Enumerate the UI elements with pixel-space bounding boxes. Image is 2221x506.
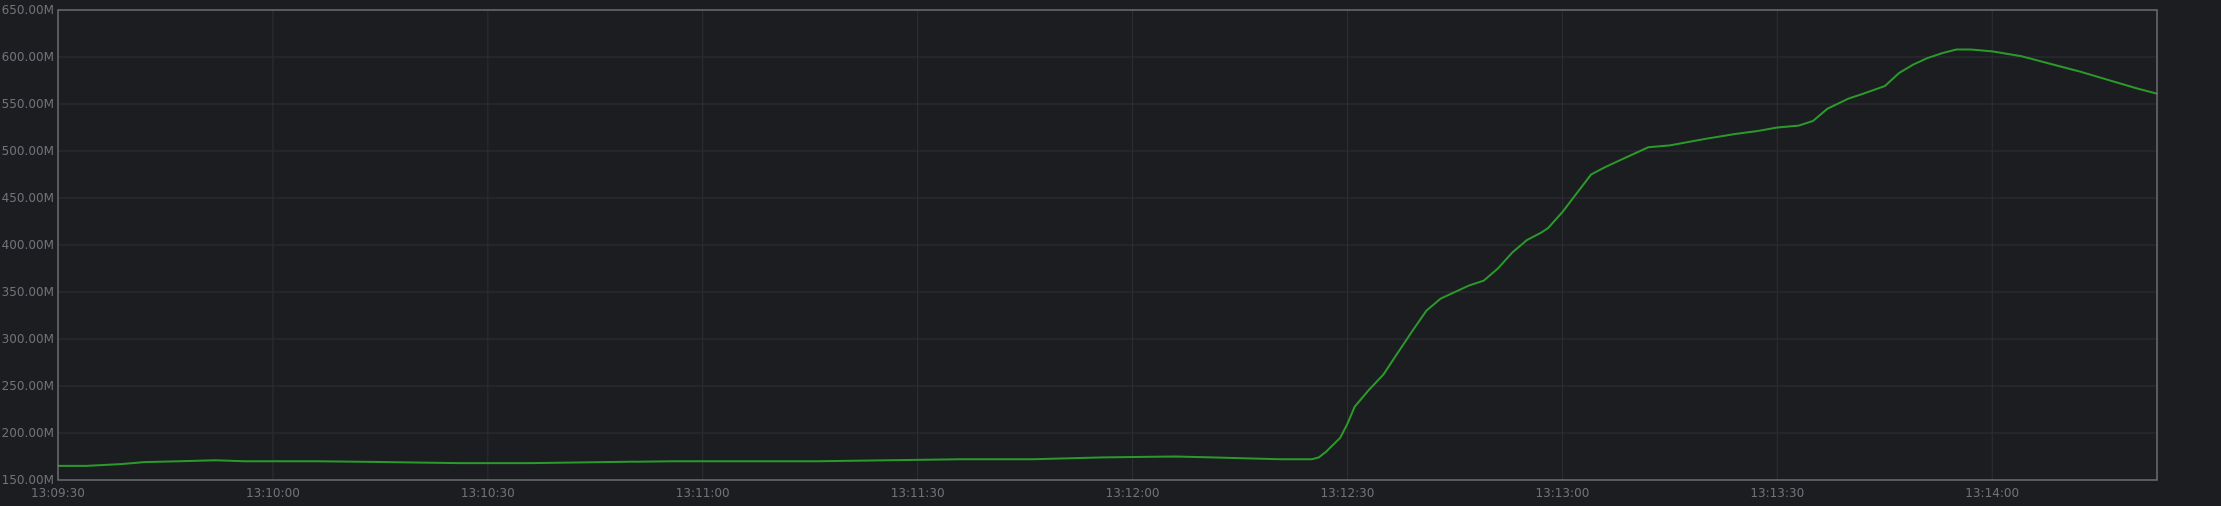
- x-tick-label: 13:10:30: [461, 486, 515, 500]
- x-tick-label: 13:13:30: [1750, 486, 1804, 500]
- x-tick-label: 13:12:30: [1321, 486, 1375, 500]
- y-tick-label: 400.00M: [2, 238, 54, 252]
- y-tick-label: 600.00M: [2, 50, 54, 64]
- y-tick-label: 350.00M: [2, 285, 54, 299]
- y-tick-label: 200.00M: [2, 426, 54, 440]
- series-layer: [57, 48, 2158, 467]
- y-tick-label: 650.00M: [2, 3, 54, 17]
- series-line: [57, 48, 2158, 467]
- y-tick-label: 300.00M: [2, 332, 54, 346]
- y-tick-label: 450.00M: [2, 191, 54, 205]
- plot-border: [57, 9, 2158, 481]
- y-tick-label: 500.00M: [2, 144, 54, 158]
- x-tick-label: 13:10:00: [246, 486, 300, 500]
- grid-layer: [57, 9, 2157, 481]
- x-axis-ticks: 13:09:30 13:10:00 13:10:30 13:11:00 13:11:30…: [31, 486, 2019, 500]
- x-tick-label: 13:11:30: [891, 486, 945, 500]
- x-tick-label: 13:13:00: [1535, 486, 1589, 500]
- y-tick-label: 550.00M: [2, 97, 54, 111]
- y-axis-ticks: 150.00M 200.00M 250.00M 300.00M 350.00M 400.0…: [2, 3, 54, 487]
- x-tick-label: 13:12:00: [1106, 486, 1160, 500]
- y-tick-label: 250.00M: [2, 379, 54, 393]
- x-tick-label: 13:09:30: [31, 486, 85, 500]
- x-tick-label: 13:11:00: [676, 486, 730, 500]
- x-tick-label: 13:14:00: [1965, 486, 2019, 500]
- y-tick-label: 150.00M: [2, 473, 54, 487]
